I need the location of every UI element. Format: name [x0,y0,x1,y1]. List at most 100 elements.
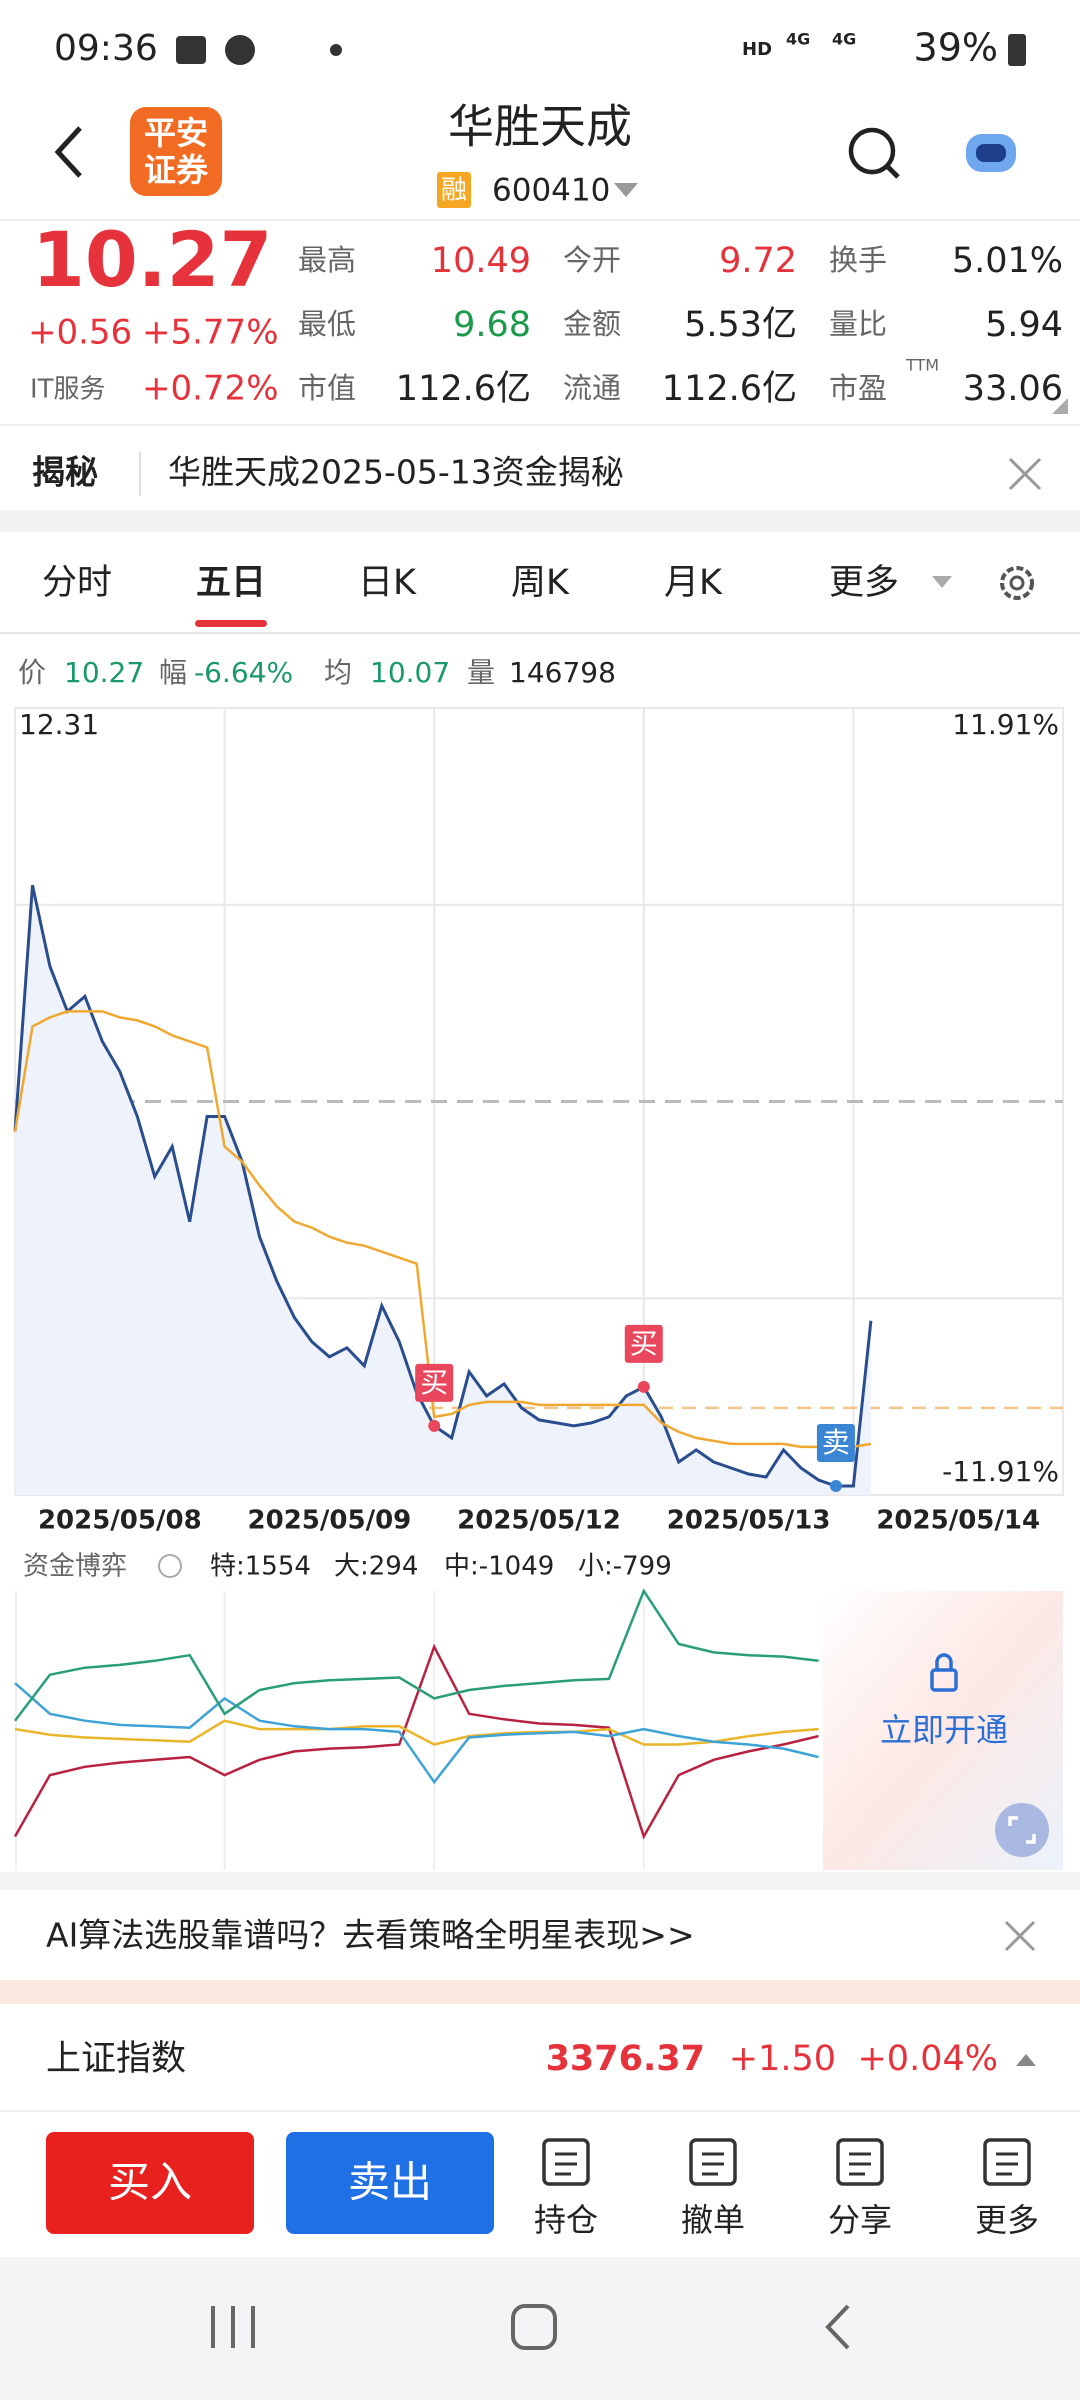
action-label[interactable]: 分享 [828,2201,892,2239]
stat-value: 33.06 [963,369,1063,409]
status-network: 4G [786,30,810,49]
action-icon[interactable] [983,2138,1031,2186]
action-icon[interactable] [836,2138,884,2186]
tab[interactable]: 更多 [829,563,899,603]
x-tick-label: 2025/05/12 [457,1506,621,1536]
corner [1052,398,1068,414]
stat-value: 112.6亿 [662,369,797,409]
stat-label: 流通 [563,371,621,405]
sector-pct: +0.72% [142,369,279,409]
action-label[interactable]: 持仓 [534,2201,598,2239]
average-line [13,1010,872,1449]
action-icon[interactable] [542,2138,590,2186]
x-tick-label: 2025/05/13 [667,1506,831,1536]
legend-entry: 大:294 [334,1552,418,1582]
status-dot [330,44,342,56]
index-change-pct: +0.04% [857,2039,998,2079]
trade-marker-text: 买 [420,1366,448,1399]
change: +0.56 [28,313,132,353]
legend-entry: 特:1554 [210,1552,311,1582]
expand-button[interactable] [995,1803,1049,1857]
info-value: 10.07 [370,656,450,689]
expand-icon [1008,1816,1036,1844]
price: 10.27 [32,215,272,304]
sell-button[interactable] [286,2132,494,2234]
x-tick-label: 2025/05/08 [38,1506,202,1536]
search-button[interactable] [848,127,896,175]
reveal-text[interactable]: 华胜天成2025-05-13资金揭秘 [168,453,624,492]
stat-label: 市盈 [829,371,887,405]
trade-marker-text: 卖 [822,1426,850,1459]
nav-recent[interactable] [211,2306,255,2348]
sell-text: 卖出 [348,2158,432,2207]
tab[interactable]: 周K [511,563,570,603]
lock-shackle [935,1653,953,1670]
action-icon-lines [555,2152,577,2176]
stat-label: 今开 [563,243,621,277]
action-label[interactable]: 更多 [975,2201,1039,2239]
back-button[interactable] [54,126,82,178]
status-battery: 39% [914,26,998,70]
tab[interactable]: 分时 [42,563,112,603]
tab[interactable]: 五日 [196,563,266,603]
stat-value: 5.01% [952,241,1063,281]
action-icon[interactable] [689,2138,737,2186]
action-icon-lines [849,2152,871,2176]
fund-line [13,1643,819,1840]
info-label: 幅 [159,656,187,689]
x-tick-label: 2025/05/14 [876,1506,1040,1536]
stat-value: 5.53亿 [684,305,797,345]
tab[interactable]: 月K [664,563,723,603]
stat-value: 5.94 [985,305,1063,345]
unlock-text[interactable]: 立即开通 [880,1711,1008,1749]
badge-text: 融 [441,176,467,206]
stat-value: 112.6亿 [396,369,531,409]
action-label[interactable]: 撤单 [681,2201,745,2239]
stat-label: 换手 [829,243,887,277]
index-change: +1.50 [729,2039,836,2079]
lock-icon [930,1668,958,1692]
reveal-label: 揭秘 [32,453,98,492]
status-network: 4G [832,30,856,49]
expand-arrow[interactable] [1016,2054,1036,2066]
battery-icon [1008,34,1026,66]
stat-value: 9.68 [453,305,531,345]
tabs: 分时 五日 日K 周K 月K 更多 [42,563,899,627]
stat-value: 9.72 [719,241,797,281]
sector: IT服务 [30,375,106,405]
broker-logo [130,107,222,196]
trade-marker [816,1423,855,1462]
close-button[interactable] [1004,1920,1036,1952]
logo-text: 证券 [144,151,209,189]
settings-button[interactable] [1000,566,1034,600]
info-icon[interactable] [158,1554,182,1578]
trade-point [428,1419,441,1432]
buy-text: 买入 [108,2158,192,2207]
banner-text[interactable]: AI算法选股靠谱吗？去看策略全明星表现>> [46,1916,695,1955]
fund-line [14,1719,819,1746]
index-value: 3376.37 [546,2039,705,2079]
action-icon-lines [996,2152,1018,2176]
y-tick-label: 12.31 [19,708,99,741]
status-icon [176,36,206,64]
nav-home[interactable] [511,2304,557,2350]
logo-text: 平安 [144,114,208,152]
nav-bar [0,2257,1080,2400]
strip [0,1980,1080,2004]
y2-tick-label: 11.91% [952,708,1059,741]
status-network: HD [742,39,772,60]
stats: 最高 10.49 今开 9.72 换手 5.01% 最低 9.68 金额 5.53亿 量比 5.94 市… [298,241,1063,409]
dropdown[interactable] [614,183,638,197]
robot-face [976,144,1006,162]
trade-marker [415,1363,454,1402]
tab[interactable]: 日K [358,563,417,603]
close-button[interactable] [1008,457,1042,491]
more-arrow [932,576,952,588]
info-label: 价 [18,656,46,689]
nav-back[interactable] [825,2304,850,2350]
status-icon [225,35,255,65]
action-items: 持仓 撤单 分享 更多 [534,2138,1039,2239]
gap [0,1872,1080,1890]
buy-button[interactable] [46,2132,254,2234]
